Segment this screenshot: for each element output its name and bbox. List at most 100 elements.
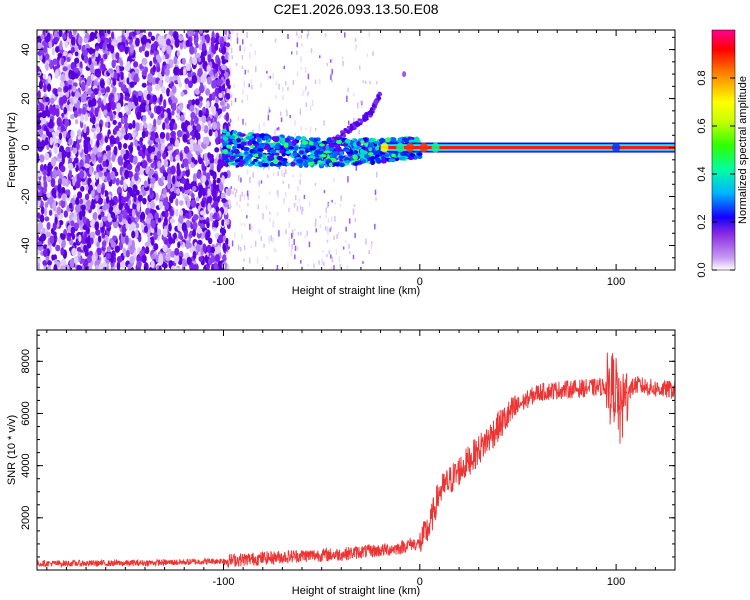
spectrogram-cell: [175, 148, 180, 154]
spectrogram-cell: [212, 179, 217, 185]
spectrogram-cell: [162, 228, 168, 238]
spectrogram-cell: [95, 115, 100, 122]
spectrogram-cell: [39, 164, 45, 172]
spectrogram-cell: [186, 30, 193, 37]
spectrogram-cell: [286, 110, 288, 117]
spectrogram-cell: [143, 225, 148, 234]
snr-point: [595, 386, 598, 389]
spectrogram-cell: [60, 247, 65, 256]
spectrogram-cell: [301, 209, 303, 215]
spectrogram-cell: [355, 44, 358, 49]
spectrogram-cell: [361, 159, 367, 164]
spectrogram-cell: [68, 138, 73, 146]
spectrogram-cell: [206, 64, 211, 73]
spectrogram-cell: [37, 42, 42, 50]
snr-point: [301, 554, 303, 557]
spectrogram-cell: [99, 79, 105, 89]
spectrogram-cell: [366, 53, 369, 58]
spectrogram-cell: [171, 110, 175, 116]
spectrogram-cell: [327, 202, 329, 209]
spectrogram-cell: [139, 103, 144, 113]
spectrogram-cell: [272, 72, 274, 80]
spectrogram-cell: [43, 180, 48, 190]
spectrogram-cell: [235, 63, 238, 66]
spectrogram-cell: [140, 222, 145, 231]
spectrogram-cell: [211, 62, 216, 69]
spectrogram-cell: [344, 160, 351, 164]
spectrogram-cell: [214, 219, 219, 228]
spectrogram-cell: [169, 208, 174, 217]
spectrogram-cell: [112, 86, 117, 93]
spectrogram-cell: [185, 240, 190, 250]
spectrogram-cell: [79, 170, 85, 179]
spectrogram-cell: [182, 124, 187, 132]
spectrogram-cell: [217, 57, 221, 67]
spectrogram-cell: [331, 199, 333, 203]
spectrogram-cell: [183, 229, 188, 240]
spectrogram-cell: [47, 264, 52, 270]
spectrogram-cell: [43, 174, 47, 182]
spectrogram-cell: [197, 57, 202, 63]
spectrogram-cell: [210, 39, 215, 49]
spectrogram-cell: [208, 129, 213, 137]
spectrogram-cell: [107, 150, 112, 157]
spectrogram-cell: [236, 143, 242, 149]
spectrogram-cell: [186, 63, 190, 71]
spectrogram-cell: [146, 232, 151, 239]
spectrogram-cell: [147, 31, 153, 38]
spectrogram-cell: [224, 221, 226, 226]
spectrogram-cell: [67, 162, 74, 171]
spectrogram-cell: [66, 132, 70, 139]
spectrogram-cell: [166, 182, 171, 190]
spectrogram-cell: [182, 67, 187, 76]
spectrogram-cell: [230, 149, 237, 153]
spectrogram-cell: [213, 262, 218, 270]
spectrogram-cell: [246, 169, 249, 175]
spectrogram-cell: [262, 213, 264, 220]
spectrogram-cell: [314, 127, 317, 131]
spectrogram-cell: [75, 142, 80, 151]
spectrogram-cell: [325, 214, 327, 218]
spectrogram-cell: [90, 153, 96, 162]
spectrogram-cell: [147, 110, 152, 116]
spectrogram-cell: [339, 204, 342, 207]
spectrogram-cell: [120, 234, 126, 244]
spectrogram-cell: [304, 66, 307, 73]
snr-line: [37, 352, 675, 569]
spectrogram-cell: [273, 129, 276, 136]
snr-point: [458, 470, 460, 472]
spectrogram-cell: [225, 131, 231, 137]
spectrogram-cell: [375, 81, 378, 85]
spectrogram-cell: [165, 132, 170, 141]
spectrogram-cell: [198, 157, 203, 165]
spectrogram-cell: [57, 87, 63, 93]
spectrogram-cell: [202, 219, 207, 225]
x-tick-label: -100: [212, 276, 234, 288]
spectrogram-cell: [252, 171, 254, 178]
spectrogram-cell: [206, 100, 210, 108]
spectrogram-cell: [116, 130, 122, 138]
spectrogram-cell: [352, 154, 358, 160]
spectrogram-cell: [334, 143, 341, 149]
spectrogram-cell: [281, 87, 284, 93]
spectrogram-cell: [323, 190, 326, 194]
spectrogram-cell: [207, 257, 213, 266]
spectrogram-cell: [118, 192, 122, 203]
spectrogram-cell: [296, 50, 298, 56]
spectrogram-cell: [151, 146, 156, 153]
spectrogram-cell: [351, 151, 358, 156]
spectrogram-cell: [150, 260, 155, 269]
colorbar-tick-label: 0.8: [696, 70, 708, 85]
spectrogram-cell: [209, 169, 215, 176]
spectrogram-cell: [110, 170, 116, 180]
spectrogram-cell: [124, 46, 129, 55]
spectrogram-cell: [172, 74, 179, 81]
spectrogram-cell: [69, 113, 75, 120]
spectrogram-cell: [250, 245, 253, 249]
spectrogram-cell: [37, 104, 40, 111]
spectrogram-cell: [243, 193, 246, 200]
spectrogram-cell: [277, 171, 279, 176]
spectrogram-cell: [133, 61, 139, 68]
spectrogram-cell: [396, 140, 402, 144]
spectrogram-cell: [309, 126, 312, 133]
